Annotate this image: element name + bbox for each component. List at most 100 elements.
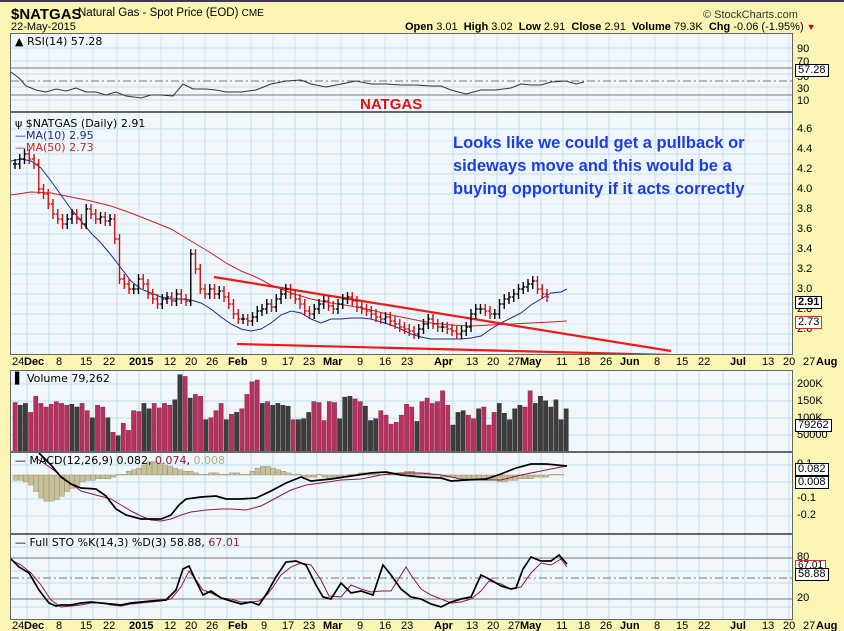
volume-label: Volume — [631, 21, 671, 33]
volume-bars-icon: ▌ — [15, 372, 24, 385]
volume-value-tag: 79262 — [795, 419, 832, 432]
macd-legend: — MACD(12,26,9) 0.082, 0.074, 0.008 — [15, 454, 226, 467]
date-tick-label: 8 — [56, 356, 63, 368]
low-label: Low — [518, 21, 541, 33]
price-plot — [11, 113, 792, 354]
date-tick-label: 23 — [303, 356, 316, 368]
date-tick-label: 15 — [80, 620, 93, 631]
price-value-tag: 2.91 — [795, 296, 823, 309]
date-tick-label: 9 — [261, 620, 268, 631]
date-tick-label: Feb — [228, 620, 248, 631]
date-tick-label: 17 — [282, 620, 295, 631]
sto-tick: 20 — [797, 592, 810, 604]
rsi-panel: ▲ RSI(14) 57.28 — [10, 33, 793, 112]
date-tick-label: 11 — [556, 356, 568, 368]
volume-tick: 50000 — [797, 429, 828, 441]
date-tick-label: Dec — [24, 620, 45, 631]
volume-legend-text: Volume 79,262 — [26, 372, 110, 385]
volume-panel: ▌ Volume 79,262 — [10, 370, 793, 452]
chart-date: 22-May-2015 — [11, 21, 76, 33]
date-tick-label: 8 — [654, 356, 661, 368]
open-label: Open — [405, 21, 434, 33]
date-tick-label: 12 — [164, 620, 177, 631]
date-tick-label: 22 — [698, 620, 711, 631]
date-tick-label: 20 — [783, 620, 796, 631]
sto-k-tag: 58.88 — [795, 568, 829, 581]
rsi-value-tag: 57.28 — [795, 64, 829, 77]
ma50-swatch-icon: — — [15, 141, 26, 154]
ma50-legend-text: MA(50) 2.73 — [26, 141, 94, 154]
date-tick-label: 27 — [803, 356, 816, 368]
price-legend-text: $NATGAS (Daily) 2.91 — [25, 117, 146, 130]
date-tick-label: Aug — [816, 620, 838, 631]
date-tick-label: 15 — [676, 356, 689, 368]
date-tick-label: 23 — [401, 620, 414, 631]
date-tick-label: 26 — [206, 620, 219, 631]
date-tick-label: Feb — [228, 356, 248, 368]
exchange-label: CME — [241, 8, 264, 19]
annotation-natgas: NATGAS — [360, 96, 423, 113]
date-tick-label: 27 — [803, 620, 816, 631]
sto-legend: — Full STO %K(14,3) %D(3) 58.88, 67.01 — [15, 536, 240, 549]
date-tick-label: 13 — [762, 620, 775, 631]
close-label: Close — [571, 21, 602, 33]
sto-legend-text: Full STO %K(14,3) %D(3) — [29, 536, 167, 549]
ma50-value-tag: 2.73 — [795, 316, 823, 329]
ohlc-summary: Open 3.01 High 3.02 Low 2.91 Close 2.91 … — [405, 21, 816, 33]
date-tick-label: 20 — [185, 620, 198, 631]
volume-legend: ▌ Volume 79,262 — [15, 372, 110, 385]
date-tick-label: 2015 — [129, 356, 154, 368]
date-tick-label: Dec — [24, 356, 45, 368]
date-tick-label: Mar — [323, 356, 343, 368]
price-tick: 3.4 — [797, 243, 813, 255]
price-tick: 3.0 — [797, 283, 813, 295]
sto-panel: — Full STO %K(14,3) %D(3) 58.88, 67.01 — [10, 534, 793, 620]
date-tick-label: 20 — [487, 356, 500, 368]
open-value: 3.01 — [436, 21, 458, 33]
change-value: -0.06 (-1.95%) — [733, 21, 804, 33]
date-tick-label: 9 — [261, 356, 268, 368]
date-tick-label: 22 — [103, 620, 116, 631]
date-tick-label: 8 — [56, 620, 63, 631]
date-tick-label: 15 — [80, 356, 93, 368]
annotation-note: Looks like we could get a pullback or si… — [453, 132, 745, 201]
price-tick: 3.8 — [797, 203, 813, 215]
date-tick-label: 9 — [357, 620, 364, 631]
ohlc-bars-icon: ψ — [15, 117, 23, 130]
date-tick-label: Jun — [620, 620, 640, 631]
date-tick-label: Aug — [816, 356, 838, 368]
macd-hist-tag: 0.008 — [795, 476, 829, 489]
close-value: 2.91 — [604, 21, 626, 33]
date-tick-label: Jun — [620, 356, 640, 368]
date-tick-label: 27 — [508, 356, 521, 368]
date-tick-label: 24 — [12, 620, 25, 631]
date-tick-label: Jul — [730, 356, 746, 368]
rsi-tick: 10 — [797, 95, 810, 107]
date-tick-label: 27 — [508, 620, 521, 631]
change-label: Chg — [708, 21, 731, 33]
high-value: 3.02 — [491, 21, 513, 33]
date-tick-label: 23 — [401, 356, 414, 368]
ma50-legend: —MA(50) 2.73 — [15, 141, 94, 154]
rsi-plot — [11, 34, 792, 111]
macd-signal-value: 0.074 — [155, 454, 187, 467]
rsi-icon: ▲ — [15, 35, 24, 48]
date-tick-label: 11 — [556, 620, 568, 631]
price-legend: ψ $NATGAS (Daily) 2.91 — [15, 117, 145, 130]
volume-tick: 150K — [797, 395, 823, 407]
macd-swatch-icon: — — [15, 454, 26, 467]
price-tick: 4.0 — [797, 183, 813, 195]
date-tick-label: 13 — [466, 356, 479, 368]
macd-tick: -0.1 — [797, 492, 816, 504]
date-tick-label: 20 — [487, 620, 500, 631]
date-tick-label: 20 — [783, 356, 796, 368]
price-tick: 3.2 — [797, 263, 813, 275]
rsi-legend: ▲ RSI(14) 57.28 — [15, 35, 102, 48]
copyright-link[interactable]: © StockCharts.com — [703, 9, 798, 21]
volume-value: 79.3K — [673, 21, 703, 33]
date-tick-label: 18 — [578, 356, 591, 368]
date-tick-label: 17 — [282, 356, 295, 368]
date-tick-label: May — [520, 356, 542, 368]
macd-value-tag: 0.082 — [795, 463, 829, 476]
date-tick-label: 26 — [600, 356, 613, 368]
